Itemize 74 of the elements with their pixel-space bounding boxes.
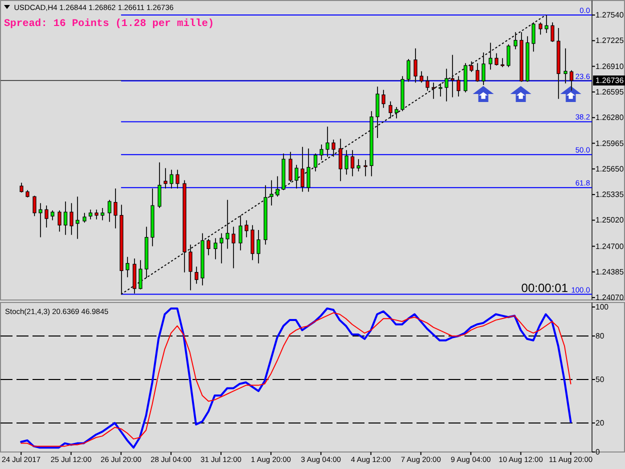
candlestick: [388, 100, 392, 119]
candlestick: [444, 68, 448, 102]
candlestick: [550, 22, 554, 42]
candlestick: [126, 256, 130, 278]
candlestick: [506, 44, 510, 68]
candlestick: [58, 210, 62, 232]
candlestick: [438, 82, 442, 97]
candlestick: [220, 232, 224, 264]
candlestick: [414, 48, 418, 84]
candlestick: [376, 86, 380, 138]
candlestick: [470, 60, 474, 73]
candlestick: [206, 238, 210, 256]
candlestick: [514, 32, 518, 50]
candlestick: [364, 159, 368, 177]
candlestick: [538, 22, 542, 36]
candlestick: [76, 196, 80, 240]
candlestick: [64, 200, 68, 236]
candlestick: [450, 54, 454, 98]
candlestick: [114, 188, 118, 229]
candlestick: [188, 244, 192, 291]
candlestick: [276, 176, 280, 198]
candlestick: [294, 164, 298, 189]
candlestick: [564, 48, 568, 84]
candlestick: [164, 168, 168, 189]
candlestick: [314, 152, 318, 172]
candlestick: [494, 52, 498, 66]
candlestick: [88, 209, 92, 220]
candlestick: [320, 144, 324, 160]
candlestick: [426, 76, 430, 92]
annotation: 00:00:01: [521, 281, 568, 295]
candlestick: [532, 22, 536, 52]
candlestick: [158, 162, 162, 208]
candlestick: [432, 82, 436, 100]
candlestick: [94, 209, 98, 220]
candlestick: [344, 150, 348, 176]
candlestick: [50, 210, 54, 221]
candlestick: [176, 169, 180, 189]
candlestick: [420, 70, 424, 84]
candlestick: [226, 199, 230, 250]
candlestick: [214, 238, 218, 260]
candlestick: [300, 146, 304, 192]
candlestick: [394, 106, 398, 119]
candlestick: [244, 220, 248, 238]
candlestick: [238, 214, 242, 251]
candlestick: [38, 202, 42, 238]
candlestick: [338, 138, 342, 182]
candlestick: [570, 70, 574, 92]
candlestick: [194, 266, 198, 284]
candlestick: [232, 226, 236, 269]
candlestick: [456, 76, 460, 97]
candlestick: [288, 151, 292, 182]
candlestick: [482, 52, 486, 86]
candlestick: [488, 42, 492, 70]
candlestick: [406, 58, 410, 82]
candlestick: [70, 202, 74, 236]
candlestick: [350, 150, 354, 177]
candlestick: [250, 224, 254, 261]
candlestick: [256, 229, 260, 264]
annotation: Spread: 16 Points (1.28 per mille): [4, 18, 214, 30]
candlestick: [476, 62, 480, 82]
candlestick: [82, 212, 86, 224]
candlestick: [32, 195, 36, 217]
candlestick: [382, 89, 386, 108]
candlestick: [356, 158, 360, 172]
candlestick: [306, 148, 310, 192]
candlestick: [20, 182, 24, 194]
candlestick: [44, 205, 48, 228]
candlestick: [100, 207, 104, 221]
candlestick: [170, 169, 174, 189]
candlestick: [138, 260, 142, 290]
candlestick: [108, 199, 112, 222]
candlestick: [270, 180, 274, 206]
candlestick: [326, 126, 330, 158]
candlestick: [332, 139, 336, 158]
